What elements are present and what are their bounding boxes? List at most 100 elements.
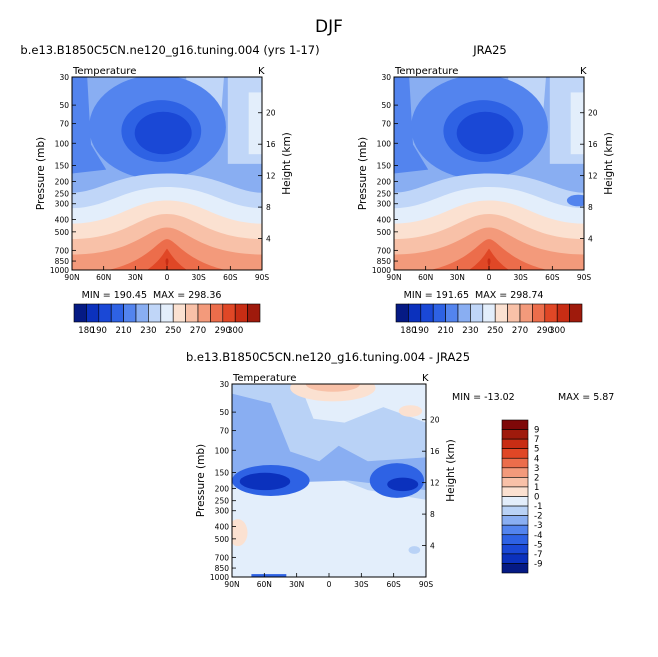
field-band: [487, 258, 491, 270]
colorbar-label: 210: [115, 326, 131, 336]
y-tick-label: 50: [219, 408, 229, 417]
y-tick-label: 150: [215, 469, 230, 478]
field-band: [570, 92, 584, 155]
colorbar-label: -5: [534, 540, 542, 550]
y-tick-label: 300: [377, 200, 392, 209]
y2-tick-label: 4: [588, 235, 593, 244]
y-tick-label: 1000: [50, 266, 69, 275]
y-tick-label: 500: [215, 535, 230, 544]
colorbar-label: 290: [215, 326, 231, 336]
y2-tick-label: 20: [266, 109, 276, 118]
y-axis-label: Pressure (mb): [357, 137, 369, 210]
field-band: [566, 194, 584, 207]
y-tick-label: 150: [55, 162, 70, 171]
units-label: K: [422, 373, 429, 384]
y-tick-label: 850: [215, 564, 230, 573]
colorbar-label: -2: [534, 512, 542, 522]
x-tick-label: 60S: [223, 273, 238, 282]
y-tick-label: 30: [381, 73, 391, 82]
colorbar-box: [507, 303, 521, 323]
x-tick-label: 90N: [64, 273, 79, 282]
field-band: [398, 405, 423, 417]
panel-title: JRA25: [472, 43, 506, 57]
y-tick-label: 50: [59, 101, 69, 110]
y-axis-label: Pressure (mb): [35, 137, 47, 210]
colorbar-box: [501, 467, 529, 478]
colorbar-box: [501, 505, 529, 516]
colorbar-box: [519, 303, 533, 323]
y-tick-label: 500: [377, 228, 392, 237]
colorbar-label: 9: [534, 426, 539, 436]
y2-axis-label: Height (km): [603, 132, 615, 195]
colorbar-box: [172, 303, 186, 323]
colorbar-box: [185, 303, 199, 323]
colorbar-box: [457, 303, 471, 323]
max-label: MAX = 5.87: [558, 392, 614, 403]
field-1: [394, 77, 584, 270]
y-axis-label: Pressure (mb): [195, 444, 207, 517]
field-band: [456, 111, 514, 155]
y-tick-label: 30: [219, 380, 229, 389]
colorbar-box: [556, 303, 570, 323]
y2-tick-label: 8: [266, 203, 271, 212]
x-tick-label: 30N: [450, 273, 465, 282]
variable-label: Temperature: [232, 373, 296, 384]
colorbar-box: [501, 448, 529, 459]
y-tick-label: 100: [215, 446, 230, 455]
colorbar-box: [395, 303, 409, 323]
colorbar-box: [432, 303, 446, 323]
colorbar-label: 180: [78, 326, 94, 336]
colorbar-label: 210: [437, 326, 453, 336]
y-tick-label: 1000: [372, 266, 391, 275]
y-tick-label: 300: [215, 507, 230, 516]
colorbar-box: [98, 303, 112, 323]
colorbar-box: [501, 429, 529, 440]
y-tick-label: 30: [59, 73, 69, 82]
y-tick-label: 250: [55, 190, 70, 199]
colorbar-box: [501, 496, 529, 507]
colorbar-label: -7: [534, 550, 542, 560]
y-tick-label: 400: [215, 523, 230, 532]
colorbar-box: [470, 303, 484, 323]
colorbar-label: -4: [534, 531, 542, 541]
colorbar-label: -1: [534, 502, 542, 512]
x-tick-label: 90S: [419, 580, 434, 589]
colorbar-box: [501, 419, 529, 430]
x-tick-label: 30N: [128, 273, 143, 282]
colorbar-label: 290: [537, 326, 553, 336]
colorbar-box: [148, 303, 162, 323]
colorbar-box: [501, 544, 529, 555]
y2-tick-label: 20: [430, 416, 440, 425]
y2-tick-label: 16: [588, 140, 598, 149]
x-tick-label: 60N: [418, 273, 433, 282]
y2-tick-label: 16: [430, 447, 440, 456]
colorbar-label: 1: [534, 483, 539, 493]
y-tick-label: 250: [215, 497, 230, 506]
colorbar-label: 5: [534, 445, 539, 455]
units-label: K: [258, 66, 265, 77]
colorbar-box: [532, 303, 546, 323]
colorbar-label: 230: [462, 326, 478, 336]
variable-label: Temperature: [72, 66, 136, 77]
colorbar-box: [501, 534, 529, 545]
colorbar-label: -3: [534, 521, 542, 531]
colorbar-label: -9: [534, 559, 542, 569]
panel-title: b.e13.B1850C5CN.ne120_g16.tuning.004 - J…: [186, 350, 470, 364]
colorbar-box: [222, 303, 236, 323]
colorbar-label: 7: [534, 435, 539, 445]
field-band: [408, 546, 421, 554]
y2-tick-label: 8: [430, 510, 435, 519]
colorbar-box: [494, 303, 508, 323]
y-tick-label: 400: [55, 216, 70, 225]
page-title: DJF: [315, 17, 343, 37]
max-label: MAX = 298.74: [475, 290, 543, 301]
field-band: [165, 258, 169, 270]
colorbar-label: 270: [190, 326, 206, 336]
colorbar-box: [197, 303, 211, 323]
colorbar-box: [482, 303, 496, 323]
colorbar-label: 4: [534, 454, 539, 464]
field-band: [72, 77, 107, 174]
colorbar-label: 180: [400, 326, 416, 336]
colorbar-box: [86, 303, 100, 323]
